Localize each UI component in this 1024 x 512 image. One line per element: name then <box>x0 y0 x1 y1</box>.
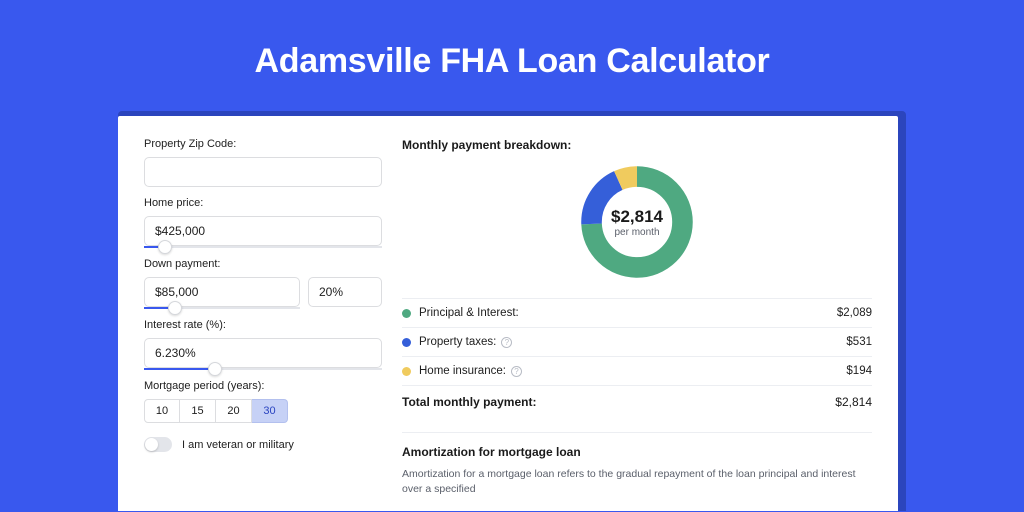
zip-field: Property Zip Code: <box>144 138 402 187</box>
down-payment-label: Down payment: <box>144 258 402 270</box>
veteran-toggle-knob <box>145 438 158 451</box>
down-payment-percent-input[interactable] <box>308 277 382 307</box>
period-option-20[interactable]: 20 <box>216 399 252 423</box>
home-price-input[interactable] <box>144 216 382 246</box>
total-row: Total monthly payment: $2,814 <box>402 385 872 418</box>
interest-rate-slider-fill <box>144 368 215 370</box>
interest-rate-field: Interest rate (%): <box>144 319 402 370</box>
donut-amount: $2,814 <box>611 207 663 227</box>
period-option-30[interactable]: 30 <box>252 399 288 423</box>
down-payment-slider[interactable] <box>144 307 300 309</box>
breakdown-label: Home insurance:? <box>419 365 846 377</box>
home-price-slider-thumb[interactable] <box>158 240 172 254</box>
breakdown-label: Property taxes:? <box>419 336 846 348</box>
breakdown-row: Property taxes:?$531 <box>402 327 872 356</box>
down-payment-slider-thumb[interactable] <box>168 301 182 315</box>
home-price-label: Home price: <box>144 197 402 209</box>
zip-label: Property Zip Code: <box>144 138 402 150</box>
donut-center: $2,814 per month <box>577 162 697 282</box>
amortization-text: Amortization for a mortgage loan refers … <box>402 467 872 496</box>
form-column: Property Zip Code: Home price: Down paym… <box>118 116 402 511</box>
down-payment-amount-input[interactable] <box>144 277 300 307</box>
breakdown-value: $531 <box>846 336 872 348</box>
veteran-label: I am veteran or military <box>182 439 294 451</box>
breakdown-label: Principal & Interest: <box>419 307 837 319</box>
down-payment-field: Down payment: <box>144 258 402 309</box>
page-title: Adamsville FHA Loan Calculator <box>255 42 770 81</box>
help-icon[interactable]: ? <box>501 337 512 348</box>
home-price-slider[interactable] <box>144 246 382 248</box>
veteran-toggle[interactable] <box>144 437 172 452</box>
breakdown-title: Monthly payment breakdown: <box>402 138 872 152</box>
breakdown-value: $194 <box>846 365 872 377</box>
help-icon[interactable]: ? <box>511 366 522 377</box>
breakdown-row: Principal & Interest:$2,089 <box>402 298 872 327</box>
total-value: $2,814 <box>835 395 872 409</box>
period-option-10[interactable]: 10 <box>144 399 180 423</box>
amortization-title: Amortization for mortgage loan <box>402 432 872 459</box>
swatch-icon <box>402 367 411 376</box>
breakdown-value: $2,089 <box>837 307 872 319</box>
payment-donut: $2,814 per month <box>577 162 697 282</box>
interest-rate-slider[interactable] <box>144 368 382 370</box>
breakdown-column: Monthly payment breakdown: $2,814 per mo… <box>402 116 898 511</box>
donut-container: $2,814 per month <box>402 162 872 282</box>
swatch-icon <box>402 309 411 318</box>
interest-rate-label: Interest rate (%): <box>144 319 402 331</box>
veteran-row: I am veteran or military <box>144 437 402 452</box>
card-shadow: Property Zip Code: Home price: Down paym… <box>118 111 906 511</box>
period-option-15[interactable]: 15 <box>180 399 216 423</box>
donut-subtext: per month <box>614 227 659 238</box>
home-price-field: Home price: <box>144 197 402 248</box>
calculator-card: Property Zip Code: Home price: Down paym… <box>118 116 898 511</box>
interest-rate-input[interactable] <box>144 338 382 368</box>
total-label: Total monthly payment: <box>402 395 835 409</box>
swatch-icon <box>402 338 411 347</box>
mortgage-period-group: 10152030 <box>144 399 402 423</box>
breakdown-row: Home insurance:?$194 <box>402 356 872 385</box>
mortgage-period-field: Mortgage period (years): 10152030 <box>144 380 402 423</box>
mortgage-period-label: Mortgage period (years): <box>144 380 402 392</box>
interest-rate-slider-thumb[interactable] <box>208 362 222 376</box>
zip-input[interactable] <box>144 157 382 187</box>
